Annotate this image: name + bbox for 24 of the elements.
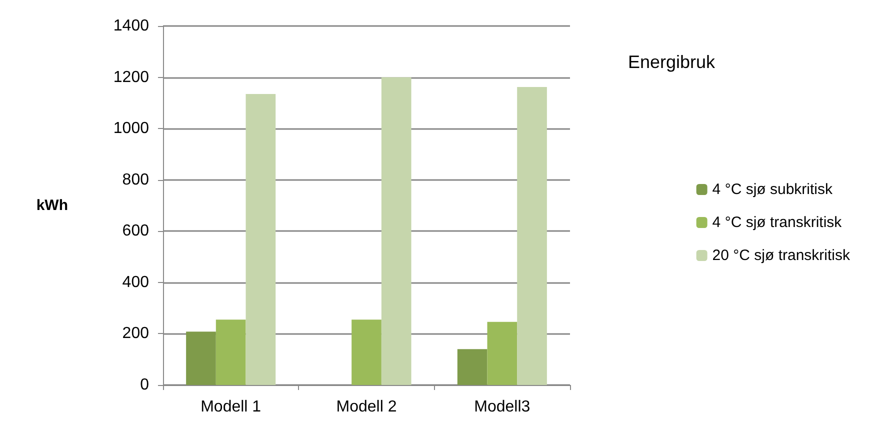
y-tick-label: 1200	[113, 68, 150, 86]
y-tick-label: 1000	[113, 120, 150, 138]
y-axis-title: kWh	[36, 197, 68, 214]
legend-label: 4 °C sjø transkritisk	[712, 214, 842, 231]
x-tick-label: Modell3	[474, 398, 530, 416]
x-tick-label: Modell 1	[200, 398, 262, 416]
bar	[517, 87, 547, 385]
bar	[186, 332, 216, 385]
bar	[246, 94, 276, 385]
text: Energibruk	[628, 52, 716, 72]
y-tick-label: 800	[122, 171, 150, 188]
bar	[352, 320, 382, 385]
y-tick-label: 200	[122, 325, 150, 342]
bar	[381, 77, 412, 385]
legend-label: 4 °C sjø subkritisk	[712, 181, 833, 198]
y-tick-label: 600	[122, 222, 150, 240]
bar	[216, 320, 246, 385]
bar	[457, 349, 488, 385]
legend-label: 20 °C sjø transkritisk	[712, 247, 850, 264]
y-tick-label: 0	[140, 376, 150, 394]
x-tick-label: Modell 2	[336, 398, 397, 416]
bar	[487, 322, 518, 385]
y-tick-label: 400	[122, 274, 150, 291]
y-tick-label: 1400	[113, 18, 150, 34]
